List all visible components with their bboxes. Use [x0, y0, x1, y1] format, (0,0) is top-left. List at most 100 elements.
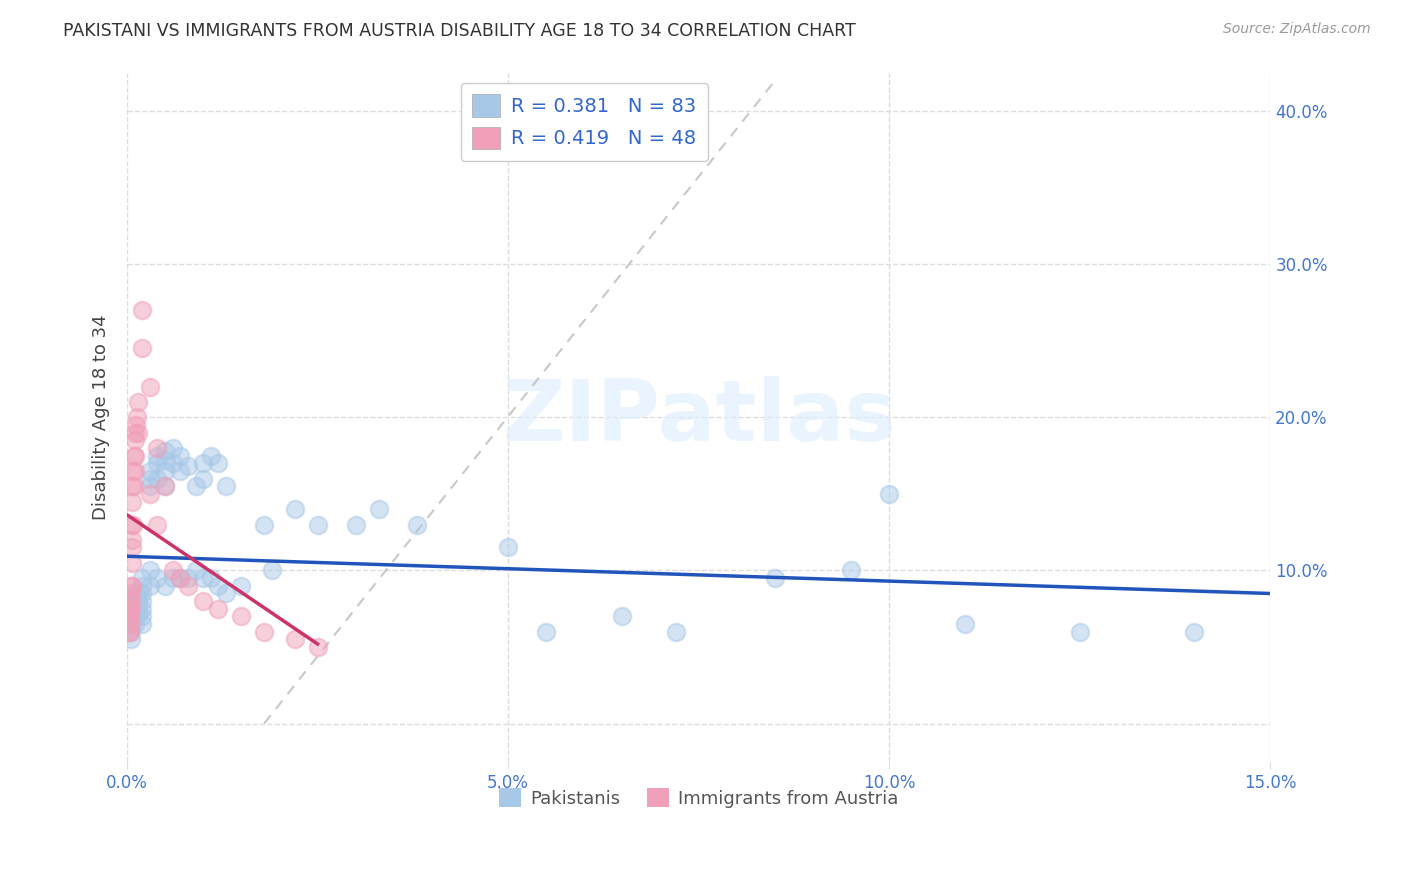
Point: [127, 425, 149, 440]
Point: [153, 464, 176, 478]
Text: Source: ZipAtlas.com: Source: ZipAtlas.com: [1223, 22, 1371, 37]
Point: [307, 640, 329, 654]
Point: [125, 601, 148, 615]
Y-axis label: Disability Age 18 to 34: Disability Age 18 to 34: [93, 315, 110, 520]
Point: [120, 612, 142, 626]
Point: [496, 541, 519, 555]
Point: [169, 464, 191, 478]
Point: [121, 556, 143, 570]
Point: [177, 571, 200, 585]
Point: [120, 624, 142, 639]
Point: [169, 449, 191, 463]
Point: [118, 624, 141, 639]
Point: [121, 541, 143, 555]
Point: [162, 456, 184, 470]
Point: [200, 571, 222, 585]
Point: [120, 601, 142, 615]
Point: [153, 453, 176, 467]
Point: [405, 517, 427, 532]
Point: [120, 579, 142, 593]
Point: [121, 579, 143, 593]
Point: [139, 487, 162, 501]
Point: [177, 579, 200, 593]
Point: [177, 459, 200, 474]
Point: [162, 564, 184, 578]
Point: [131, 579, 153, 593]
Point: [207, 456, 229, 470]
Point: [121, 533, 143, 547]
Point: [162, 571, 184, 585]
Legend: Pakistanis, Immigrants from Austria: Pakistanis, Immigrants from Austria: [492, 780, 905, 814]
Point: [193, 571, 215, 585]
Point: [612, 609, 634, 624]
Point: [124, 464, 146, 478]
Point: [127, 607, 149, 621]
Point: [122, 479, 145, 493]
Point: [193, 456, 215, 470]
Point: [1069, 624, 1091, 639]
Point: [146, 441, 169, 455]
Point: [153, 444, 176, 458]
Point: [536, 624, 558, 639]
Point: [120, 594, 142, 608]
Point: [146, 571, 169, 585]
Point: [153, 579, 176, 593]
Point: [127, 607, 149, 621]
Point: [118, 609, 141, 624]
Point: [122, 464, 145, 478]
Point: [131, 342, 153, 356]
Point: [127, 395, 149, 409]
Point: [131, 594, 153, 608]
Point: [215, 479, 238, 493]
Point: [120, 617, 142, 632]
Point: [139, 472, 162, 486]
Point: [120, 632, 142, 647]
Text: PAKISTANI VS IMMIGRANTS FROM AUSTRIA DISABILITY AGE 18 TO 34 CORRELATION CHART: PAKISTANI VS IMMIGRANTS FROM AUSTRIA DIS…: [63, 22, 856, 40]
Point: [131, 601, 153, 615]
Point: [120, 607, 142, 621]
Point: [877, 487, 900, 501]
Point: [184, 479, 207, 493]
Point: [122, 449, 145, 463]
Point: [307, 517, 329, 532]
Point: [193, 594, 215, 608]
Point: [215, 586, 238, 600]
Point: [121, 601, 143, 615]
Point: [131, 586, 153, 600]
Point: [122, 607, 145, 621]
Point: [763, 571, 786, 585]
Point: [139, 564, 162, 578]
Point: [125, 410, 148, 425]
Point: [146, 472, 169, 486]
Point: [169, 571, 191, 585]
Point: [146, 517, 169, 532]
Point: [125, 597, 148, 611]
Point: [118, 594, 141, 608]
Point: [284, 632, 307, 647]
Point: [122, 597, 145, 611]
Point: [139, 479, 162, 493]
Point: [121, 479, 143, 493]
Point: [207, 601, 229, 615]
Point: [118, 607, 141, 621]
Point: [162, 441, 184, 455]
Point: [118, 601, 141, 615]
Point: [231, 579, 253, 593]
Point: [284, 502, 307, 516]
Point: [121, 494, 143, 508]
Point: [146, 456, 169, 470]
Point: [127, 594, 149, 608]
Point: [253, 624, 276, 639]
Point: [955, 617, 977, 632]
Point: [131, 303, 153, 318]
Point: [131, 571, 153, 585]
Point: [207, 579, 229, 593]
Point: [153, 479, 176, 493]
Point: [665, 624, 688, 639]
Point: [124, 434, 146, 448]
Point: [125, 417, 148, 432]
Point: [122, 591, 145, 605]
Point: [121, 594, 143, 608]
Point: [153, 479, 176, 493]
Point: [124, 609, 146, 624]
